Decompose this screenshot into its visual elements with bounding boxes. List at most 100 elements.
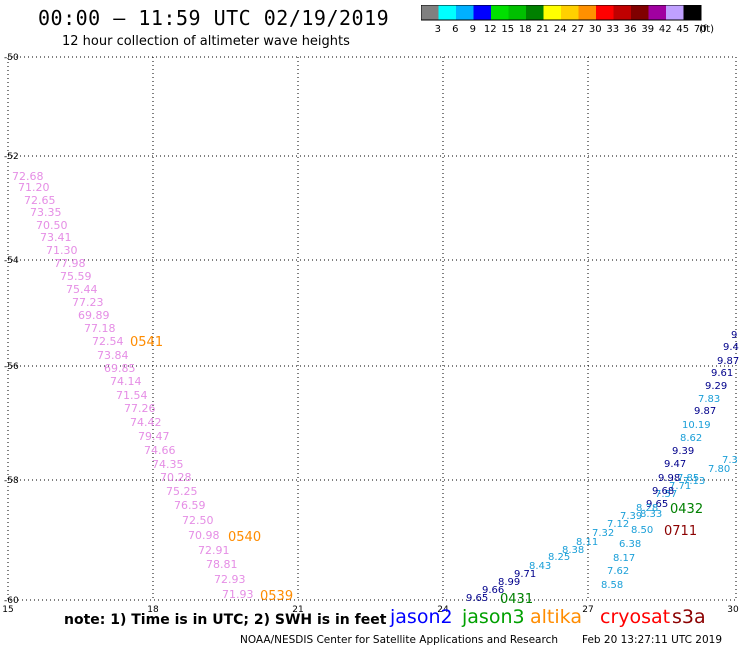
wave-height-value: 72.93 — [214, 573, 246, 586]
scale-swatch — [561, 5, 579, 20]
wave-height-value: 77.23 — [72, 296, 104, 309]
x-tick-label: 24 — [437, 605, 449, 615]
wave-height-value: 7.32 — [592, 528, 614, 539]
scale-label: 18 — [519, 24, 532, 35]
wave-height-value: 74.66 — [144, 444, 176, 457]
scale-swatch — [666, 5, 684, 20]
scale-swatch — [456, 5, 474, 20]
legend-cryosat: cryosat — [600, 606, 671, 628]
wave-height-value: 72.91 — [198, 544, 230, 557]
y-tick-label: -56 — [4, 362, 19, 372]
wave-height-value: 72.68 — [12, 170, 44, 183]
wave-height-value: 9.29 — [705, 381, 727, 392]
wave-height-value: 70.28 — [160, 471, 192, 484]
scale-label: 9 — [470, 24, 476, 35]
wave-height-value: 7.83 — [698, 394, 720, 405]
credit-line: NOAA/NESDIS Center for Satellite Applica… — [240, 634, 558, 646]
wave-height-value: 74.35 — [152, 458, 184, 471]
wave-height-value: 9.65 — [646, 499, 668, 510]
scale-swatch — [438, 5, 456, 20]
y-tick-label: -54 — [4, 256, 19, 266]
wave-height-value: 10.19 — [682, 420, 711, 431]
wave-height-value: 71.93 — [222, 588, 254, 601]
wave-height-value: 8.33 — [640, 509, 662, 520]
wave-height-value: 70.50 — [36, 219, 68, 232]
wave-height-value: 8.38 — [562, 545, 584, 556]
wave-height-value: 8.62 — [680, 433, 702, 444]
scale-swatch — [596, 5, 614, 20]
wave-height-value: 76.59 — [174, 499, 206, 512]
scale-swatch — [613, 5, 631, 20]
wave-height-value: 9 — [731, 330, 737, 341]
wave-height-value: 69.89 — [78, 309, 110, 322]
pass-time-label: 0541 — [130, 335, 163, 350]
scale-label: 33 — [606, 24, 619, 35]
wave-height-value: 75.25 — [166, 485, 198, 498]
wave-height-value: 74.14 — [110, 375, 142, 388]
wave-height-value: 72.65 — [24, 194, 56, 207]
wave-height-value: 73.84 — [97, 349, 129, 362]
generated-timestamp: Feb 20 13:27:11 UTC 2019 — [582, 634, 722, 646]
map-subtitle: 12 hour collection of altimeter wave hei… — [62, 34, 350, 49]
x-tick-label: 30 — [727, 605, 739, 615]
scale-unit: (ft) — [699, 24, 714, 35]
wave-height-value: 8.99 — [498, 577, 520, 588]
legend-jason2: jason2 — [390, 606, 453, 628]
y-tick-label: -60 — [4, 596, 19, 606]
scale-swatch — [421, 5, 439, 20]
scale-label: 3 — [435, 24, 441, 35]
wave-height-value: 70.98 — [188, 529, 220, 542]
scale-label: 45 — [676, 24, 689, 35]
x-tick-label: 27 — [582, 605, 593, 615]
wave-height-value: 7.71 — [669, 481, 691, 492]
scale-swatch — [491, 5, 509, 20]
wave-height-value: 71.30 — [46, 244, 78, 257]
wave-height-value: 9.98 — [658, 473, 680, 484]
wave-height-value: 9.47 — [664, 459, 686, 470]
wave-height-value: 9.87 — [694, 406, 716, 417]
scale-swatch — [578, 5, 596, 20]
wave-height-value: 6.38 — [619, 539, 641, 550]
wave-height-value: 72.50 — [182, 514, 214, 527]
wave-height-value: 8.17 — [613, 553, 635, 564]
legend-s3a: s3a — [672, 606, 706, 628]
wave-height-value: 8.50 — [631, 525, 653, 536]
wave-height-value: 7.62 — [607, 566, 629, 577]
scale-label: 12 — [484, 24, 497, 35]
wave-height-value: 7.12 — [607, 519, 629, 530]
scale-swatch — [526, 5, 544, 20]
wave-height-value: 78.81 — [206, 558, 238, 571]
scale-label: 24 — [554, 24, 567, 35]
wave-height-value: 7.13 — [683, 476, 705, 487]
pass-time-label: 0432 — [670, 502, 703, 517]
scale-swatch — [631, 5, 649, 20]
wave-height-value: 77.26 — [124, 402, 156, 415]
wave-height-value: 8.43 — [529, 561, 551, 572]
wave-height-value: 77.18 — [84, 322, 116, 335]
wave-height-value: 9.65 — [466, 593, 488, 604]
scale-label: 30 — [589, 24, 602, 35]
wave-height-value: 8.11 — [576, 537, 598, 548]
x-tick-label: 21 — [292, 605, 303, 615]
wave-height-value: 9.87 — [717, 356, 739, 367]
wave-height-value: 8.28 — [636, 503, 658, 514]
wave-height-value: 8.25 — [548, 552, 570, 563]
wave-height-value: 74.42 — [130, 416, 162, 429]
wave-height-value: 73.35 — [30, 206, 62, 219]
scale-swatch — [543, 5, 561, 20]
wave-height-value: 77.98 — [54, 257, 86, 270]
scale-label: 15 — [501, 24, 514, 35]
wave-height-value: 71.20 — [18, 181, 50, 194]
wave-height-value: 9.68 — [652, 486, 674, 497]
wave-height-value: 7.57 — [655, 489, 677, 500]
wave-height-value: 9.61 — [711, 368, 733, 379]
color-scale-legend: 3 6 9 12 15 18 21 24 27 30 33 36 39 42 45 70(ft) — [421, 5, 714, 35]
footer-note: note: 1) Time is in UTC; 2) SWH is in fe… — [64, 612, 387, 628]
pass-time-label: 0431 — [500, 592, 533, 607]
y-tick-label: -58 — [4, 476, 19, 486]
wave-height-value: 8.58 — [601, 580, 623, 591]
wave-height-value: 7.85 — [677, 473, 699, 484]
wave-height-value: 79.47 — [138, 430, 170, 443]
scale-swatch — [473, 5, 491, 20]
